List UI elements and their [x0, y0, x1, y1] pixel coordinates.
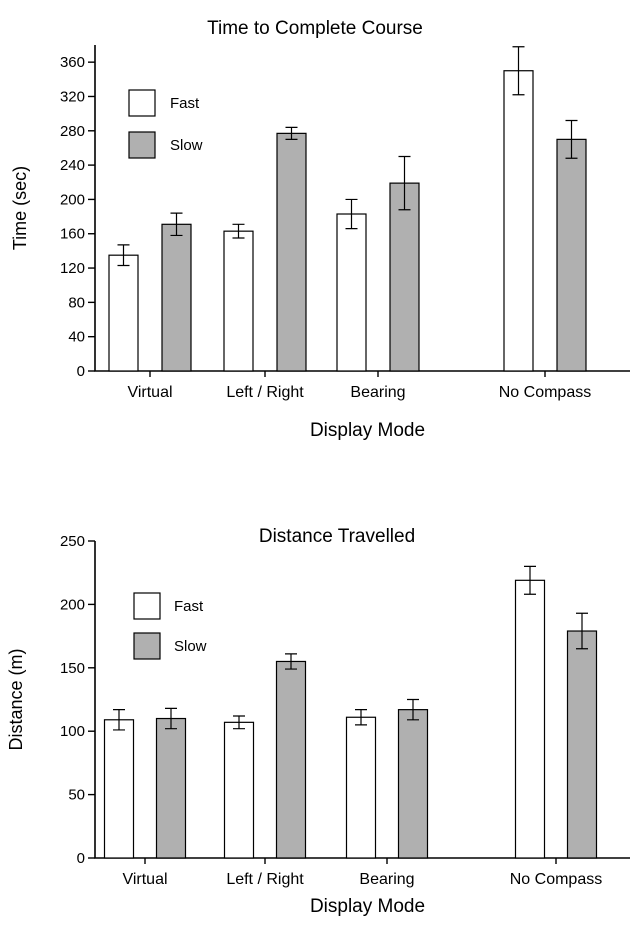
chart-2: Distance Travelled 0 50 100 150 200 250 Distanc…: [6, 526, 630, 917]
y-tick-label: 360: [60, 54, 85, 71]
error-bar-fast-4: [524, 565, 536, 595]
bar-fast-3: [345, 716, 377, 859]
error-bar-slow-3: [407, 698, 419, 721]
error-bar-fast-2: [232, 223, 245, 239]
error-bar-fast-3: [345, 198, 358, 230]
bar-slow-1: [161, 223, 192, 372]
error-bar-fast-1: [117, 244, 130, 267]
x-axis-label: Display Mode: [310, 420, 425, 441]
error-bar-slow-1: [165, 707, 177, 730]
legend-label: Slow: [170, 137, 203, 154]
y-tick-label: 40: [68, 329, 85, 346]
x-category-label: Bearing: [350, 384, 405, 401]
error-bar-slow-2: [285, 126, 298, 140]
error-bar-slow-2: [285, 653, 297, 670]
y-axis-label: Time (sec): [10, 166, 30, 250]
legend-label: Fast: [174, 598, 204, 615]
y-tick-label: 0: [77, 363, 85, 380]
error-bar-fast-1: [113, 709, 125, 731]
x-axis-label: Display Mode: [310, 896, 425, 917]
x-category-label: No Compass: [499, 384, 591, 401]
error-bar-fast-3: [355, 709, 367, 726]
bar-slow-4: [556, 138, 587, 372]
bar-slow-3: [389, 182, 420, 372]
bar-slow-1: [155, 717, 187, 859]
y-tick-label: 160: [60, 226, 85, 243]
legend-swatch-slow: [128, 131, 156, 159]
error-bar-slow-3: [398, 155, 411, 211]
error-bar-slow-4: [565, 119, 578, 159]
bar-slow-2: [276, 132, 307, 372]
error-bar-fast-2: [233, 715, 245, 730]
chart-1: Time to Complete Course 0 40 80 120 160 200 240…: [10, 18, 630, 441]
y-tick-label: 280: [60, 123, 85, 140]
error-bar-fast-4: [512, 46, 525, 96]
bar-fast-4: [503, 70, 534, 372]
legend: Fast Slow: [133, 592, 207, 660]
bar-fast-3: [336, 213, 367, 372]
bar-fast-4: [514, 579, 546, 859]
y-axis-label: Distance (m): [6, 648, 26, 750]
x-category-label: Bearing: [359, 871, 414, 888]
legend-label: Fast: [170, 95, 200, 112]
y-tick-label: 150: [60, 660, 85, 677]
y-tick-label: 100: [60, 723, 85, 740]
bar-slow-2: [275, 660, 307, 859]
x-category-label: Virtual: [122, 871, 167, 888]
y-tick-label: 250: [60, 533, 85, 550]
legend: Fast Slow: [128, 89, 203, 159]
y-tick-label: 240: [60, 157, 85, 174]
y-tick-label: 50: [68, 787, 85, 804]
y-tick-label: 200: [60, 596, 85, 613]
bar-fast-2: [223, 721, 255, 859]
error-bar-slow-1: [170, 212, 183, 237]
x-category-label: Left / Right: [226, 384, 304, 401]
error-bar-slow-4: [576, 612, 588, 650]
bar-fast-1: [103, 719, 135, 859]
bar-fast-1: [108, 254, 139, 372]
y-tick-label: 80: [68, 294, 85, 311]
bar-slow-3: [397, 709, 429, 859]
chart-title: Time to Complete Course: [207, 18, 423, 39]
legend-swatch-fast: [133, 592, 161, 620]
y-tick-label: 320: [60, 88, 85, 105]
chart-title: Distance Travelled: [259, 526, 415, 547]
y-tick-label: 200: [60, 191, 85, 208]
x-category-label: Left / Right: [226, 871, 304, 888]
y-tick-label: 120: [60, 260, 85, 277]
x-category-label: Virtual: [127, 384, 172, 401]
legend-label: Slow: [174, 638, 207, 655]
x-category-label: No Compass: [510, 871, 602, 888]
legend-swatch-slow: [133, 632, 161, 660]
bar-slow-4: [566, 630, 598, 859]
bar-fast-2: [223, 230, 254, 372]
y-tick-label: 0: [77, 850, 85, 867]
legend-swatch-fast: [128, 89, 156, 117]
